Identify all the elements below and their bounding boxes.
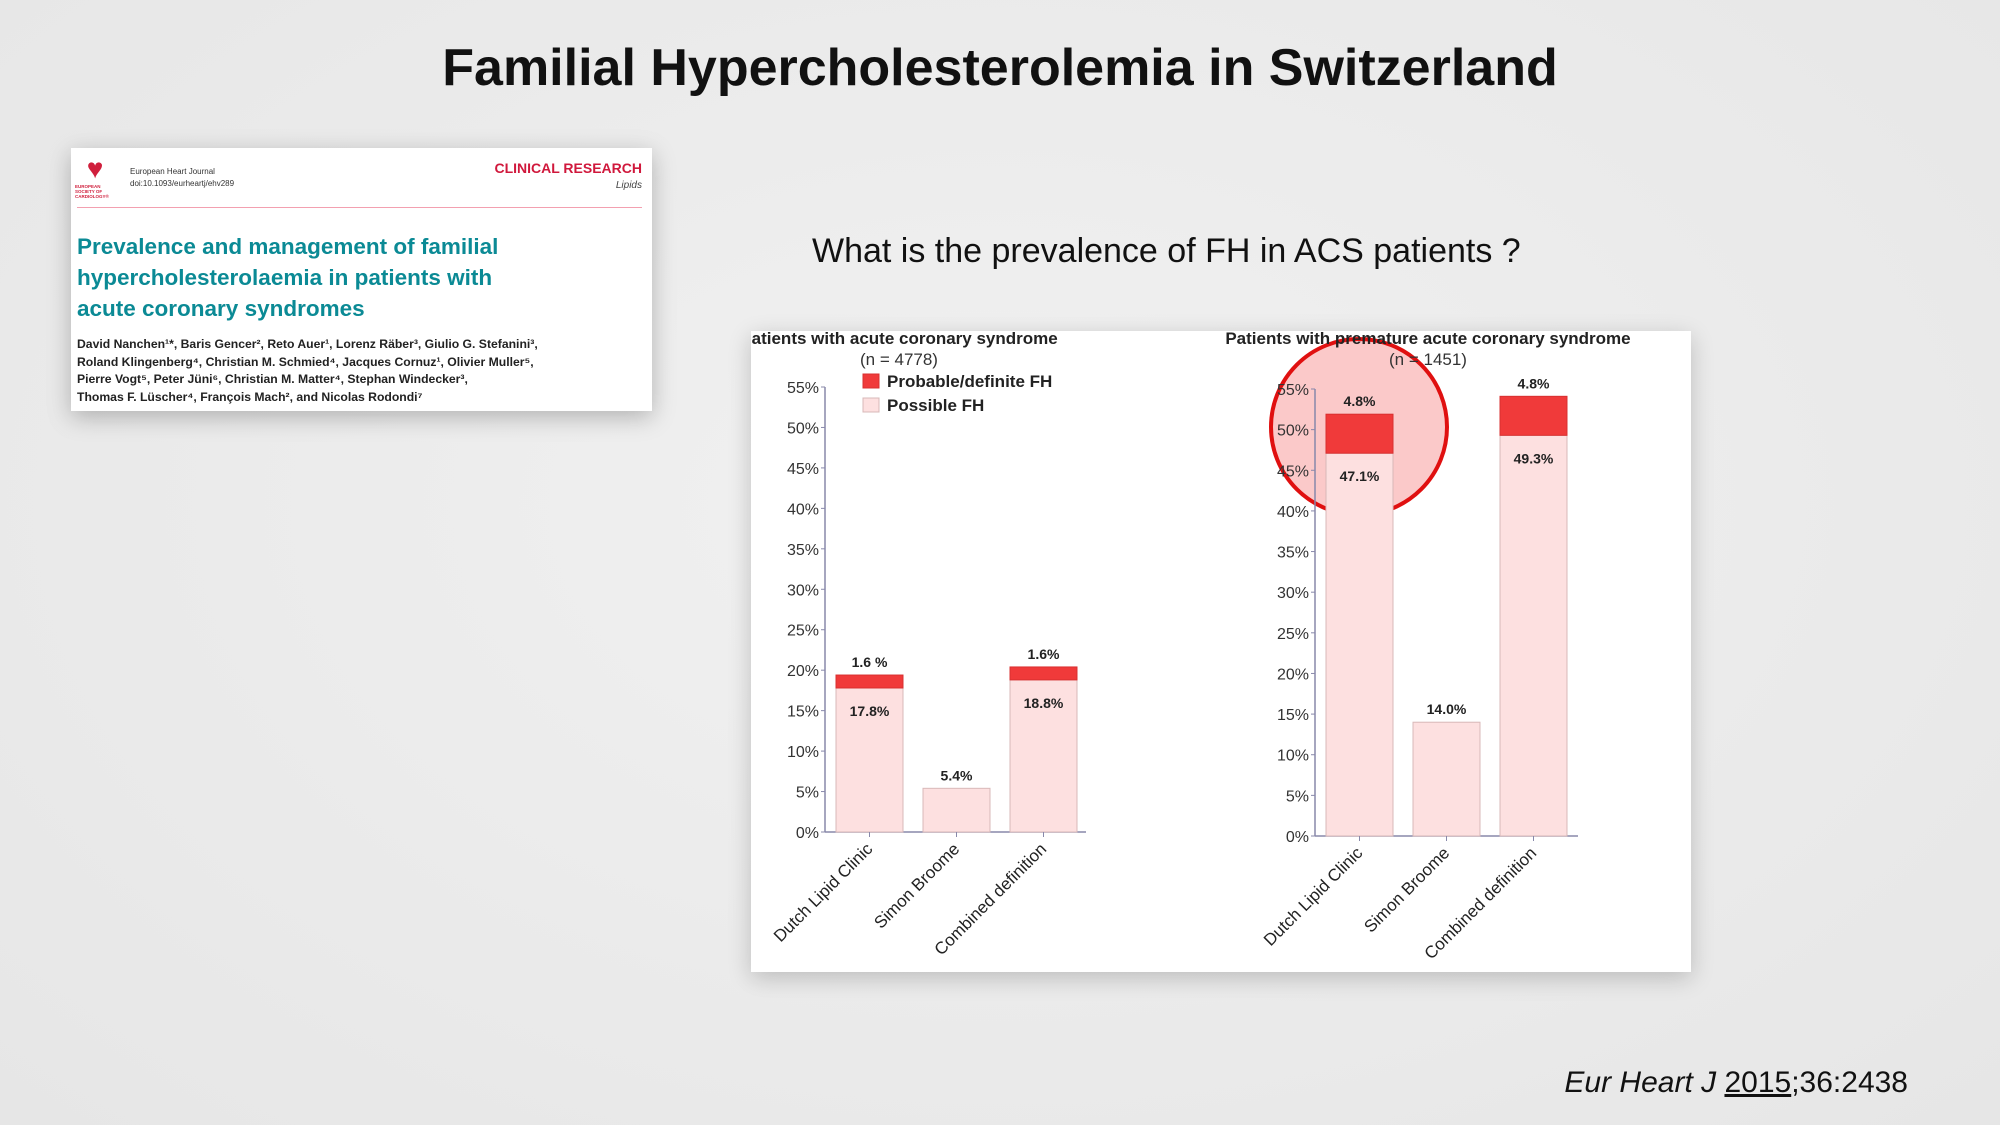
y-tick-label: 55%	[1277, 382, 1309, 399]
bar-possible	[1412, 721, 1481, 837]
bar-probable	[1009, 666, 1078, 681]
author-line: David Nanchen¹*, Baris Gencer², Reto Aue…	[77, 337, 538, 351]
y-tick-label: 25%	[787, 623, 819, 640]
citation: Eur Heart J 2015;36:2438	[1564, 1066, 1908, 1100]
data-label-possible: 17.8%	[850, 703, 890, 719]
y-tick-label: 20%	[1277, 666, 1309, 683]
doi: doi:10.1093/eurheartj/ehv289	[130, 179, 235, 188]
y-tick-label: 30%	[787, 582, 819, 599]
author-line: Pierre Vogt⁵, Peter Jüni⁶, Christian M. …	[77, 372, 468, 386]
y-tick-label: 10%	[787, 744, 819, 761]
y-tick-label: 15%	[1277, 707, 1309, 724]
bar-possible	[835, 687, 904, 833]
title-line: acute coronary syndromes	[77, 296, 365, 321]
title-line: hypercholesterolaemia in patients with	[77, 265, 493, 290]
data-label-possible: 14.0%	[1427, 701, 1467, 717]
esc-logo-text: EUROPEAN SOCIETY OF CARDIOLOGY®	[75, 184, 109, 199]
y-tick-label: 20%	[787, 663, 819, 680]
y-tick-label: 50%	[787, 420, 819, 437]
y-tick-label: 45%	[787, 461, 819, 478]
chart-subtitle: (n = 4778)	[860, 350, 938, 369]
y-tick-label: 40%	[787, 501, 819, 518]
bar-possible	[922, 787, 991, 833]
y-tick-label: 50%	[1277, 423, 1309, 440]
data-label-probable: 1.6 %	[852, 654, 888, 670]
slide-title: Familial Hypercholesterolemia in Switzer…	[442, 39, 1558, 97]
data-label-probable: 4.8%	[1518, 375, 1550, 391]
bar-possible	[1325, 452, 1394, 837]
paper-title: Prevalence and management of familial hy…	[77, 231, 498, 324]
citation-journal: Eur Heart J	[1564, 1066, 1717, 1099]
bar-probable	[1325, 413, 1394, 454]
y-tick-label: 15%	[787, 704, 819, 721]
y-tick-label: 40%	[1277, 504, 1309, 521]
y-tick-label: 5%	[796, 785, 819, 802]
chart-title: Patients with acute coronary syndrome	[751, 331, 1058, 348]
legend-swatch	[862, 373, 880, 389]
author-line: Thomas F. Lüscher⁴, François Mach², and …	[77, 389, 423, 404]
y-tick-label: 45%	[1277, 463, 1309, 480]
bar-probable	[835, 674, 904, 689]
journal-name: European Heart Journal	[130, 167, 215, 176]
x-tick-label: Simon Broome	[1360, 843, 1453, 936]
paper-header-image: ♥ EUROPEAN SOCIETY OF CARDIOLOGY® Europe…	[71, 148, 652, 411]
bar-charts: Patients with acute coronary syndrome (n …	[740, 329, 1630, 963]
y-tick-label: 10%	[1277, 748, 1309, 765]
data-label-possible: 18.8%	[1024, 695, 1064, 711]
title-line: Prevalence and management of familial	[77, 234, 499, 259]
data-label-probable: 4.8%	[1344, 393, 1376, 409]
y-tick-label: 55%	[787, 380, 819, 397]
chart-subtitle: (n = 1451)	[1389, 350, 1467, 369]
y-tick-label: 25%	[1277, 626, 1309, 643]
x-tick-label: Dutch Lipid Clinic	[1260, 843, 1367, 950]
bar-probable	[1499, 395, 1568, 436]
subsection-label: Lipids	[615, 180, 642, 191]
y-tick-label: 0%	[796, 825, 819, 842]
chart-title: Patients with premature acute coronary s…	[1225, 331, 1630, 348]
data-label-probable: 1.6%	[1028, 646, 1060, 662]
citation-volume: ;36:2438	[1791, 1066, 1908, 1099]
esc-heart-logo-icon: ♥	[86, 153, 104, 184]
bar-possible	[1499, 434, 1568, 837]
legend-label: Possible FH	[887, 396, 984, 415]
section-label: CLINICAL RESEARCH	[494, 160, 642, 176]
divider	[77, 207, 642, 208]
chart-panel: Patients with acute coronary syndrome (n …	[740, 329, 1691, 972]
y-tick-label: 0%	[1286, 829, 1309, 846]
citation-year[interactable]: 2015	[1724, 1066, 1792, 1099]
y-tick-label: 5%	[1286, 788, 1309, 805]
data-label-possible: 49.3%	[1514, 450, 1554, 466]
author-list: David Nanchen¹*, Baris Gencer², Reto Aue…	[77, 336, 647, 406]
data-label-possible: 47.1%	[1340, 468, 1380, 484]
journal-info: European Heart Journal doi:10.1093/eurhea…	[130, 166, 234, 190]
author-line: Roland Klingenberg⁴, Christian M. Schmie…	[77, 354, 534, 369]
y-tick-label: 30%	[1277, 585, 1309, 602]
legend-label: Probable/definite FH	[887, 372, 1052, 391]
question-text: What is the prevalence of FH in ACS pati…	[812, 232, 1521, 270]
y-tick-label: 35%	[1277, 545, 1309, 562]
x-tick-label: Dutch Lipid Clinic	[770, 839, 877, 946]
legend-swatch	[862, 397, 880, 413]
data-label-possible: 5.4%	[941, 767, 973, 783]
x-tick-label: Simon Broome	[870, 839, 963, 932]
y-tick-label: 35%	[787, 542, 819, 559]
